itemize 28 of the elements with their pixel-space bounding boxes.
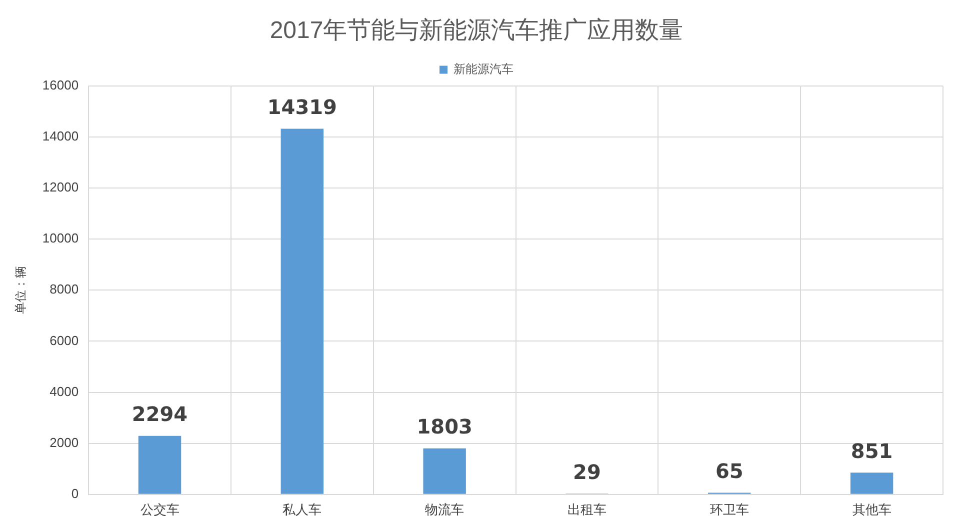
y-axis-title: 单位：辆 [14,266,28,314]
legend-label: 新能源汽车 [454,62,514,76]
data-label: 29 [573,460,601,484]
bar [423,448,466,494]
bar [138,436,182,494]
x-tick-label: 其他车 [852,502,892,517]
y-tick-label: 6000 [50,332,79,348]
x-tick-label: 公交车 [140,502,180,517]
data-label: 851 [850,438,893,463]
bar [850,472,894,494]
x-tick-label: 物流车 [425,502,464,517]
data-label: 65 [715,458,744,483]
data-label: 2294 [132,402,188,426]
data-label: 14319 [267,94,337,119]
x-tick-label: 出租车 [567,502,606,517]
bar [280,128,324,494]
chart-title: 2017年节能与新能源汽车推广应用数量 [270,17,684,44]
y-tick-label: 14000 [42,128,79,144]
y-tick-label: 10000 [42,230,79,246]
y-tick-label: 12000 [42,180,79,195]
y-tick-label: 4000 [50,384,79,399]
y-tick-label: 2000 [50,434,79,450]
y-tick-label: 16000 [42,77,79,92]
data-label: 1803 [416,414,472,439]
x-tick-label: 环卫车 [710,502,749,517]
y-tick-label: 0 [71,486,79,501]
x-tick-label: 私人车 [282,502,322,517]
y-tick-label: 8000 [50,282,79,297]
